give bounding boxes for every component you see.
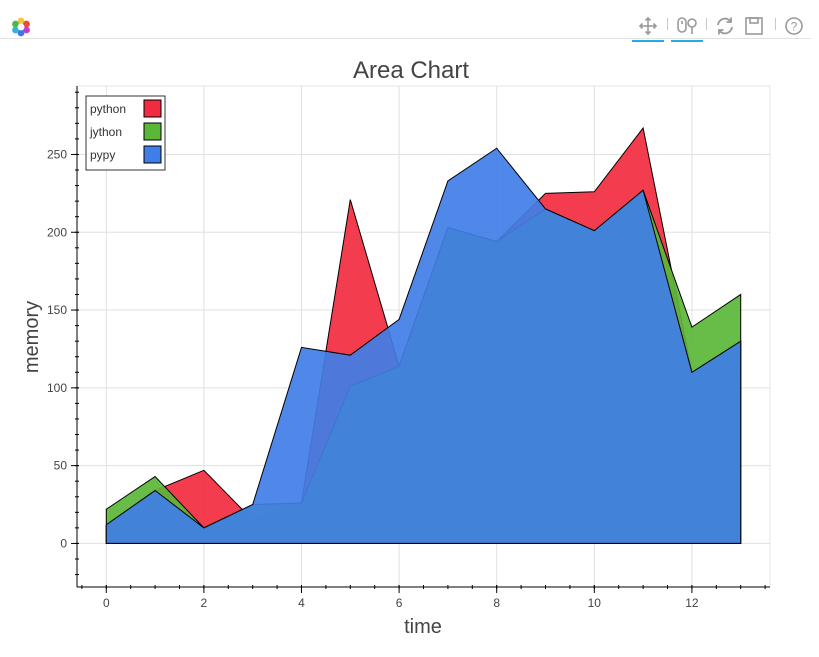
- toolbar: ?: [0, 0, 819, 42]
- wheel-zoom-icon: [677, 17, 697, 34]
- pan-tool-button[interactable]: [632, 14, 664, 42]
- bokeh-logo-icon[interactable]: [10, 16, 32, 38]
- legend-label-python: python: [90, 102, 126, 116]
- save-tool-button[interactable]: [742, 14, 766, 38]
- y-tick-label: 250: [47, 147, 67, 161]
- chart-title: Area Chart: [353, 57, 469, 84]
- save-icon: [745, 17, 763, 35]
- x-tick-label: 0: [103, 596, 110, 610]
- legend-swatch-jython: [143, 122, 162, 141]
- legend-swatch-python: [143, 99, 162, 118]
- legend-swatch-pypy: [143, 145, 162, 164]
- x-tick-label: 8: [493, 596, 500, 610]
- x-tick-label: 6: [396, 596, 403, 610]
- pan-icon: [638, 16, 658, 36]
- x-tick-label: 2: [201, 596, 208, 610]
- svg-text:?: ?: [791, 20, 798, 34]
- x-tick-label: 4: [298, 596, 305, 610]
- wheel-zoom-tool-button[interactable]: [671, 14, 703, 42]
- areas: [105, 126, 742, 544]
- axes: 0 2 4 6 8 10 12 0 50 100 150 200 250: [47, 86, 770, 610]
- reset-tool-button[interactable]: [713, 14, 737, 38]
- reset-icon: [717, 17, 733, 35]
- y-tick-label: 0: [60, 536, 67, 550]
- x-tick-label: 10: [588, 596, 602, 610]
- y-tick-label: 50: [54, 459, 68, 473]
- area-pypy: [105, 147, 742, 544]
- legend: python jython pypy: [85, 95, 166, 171]
- legend-label-jython: jython: [89, 125, 122, 139]
- help-tool-button[interactable]: ?: [782, 14, 806, 38]
- y-tick-label: 200: [47, 225, 67, 239]
- x-tick-label: 12: [685, 596, 699, 610]
- y-tick-label: 150: [47, 303, 67, 317]
- y-tick-label: 100: [47, 381, 67, 395]
- help-icon: ?: [785, 17, 803, 35]
- y-axis-label: memory: [21, 301, 43, 373]
- legend-label-pypy: pypy: [90, 148, 115, 162]
- x-axis-label: time: [404, 616, 442, 638]
